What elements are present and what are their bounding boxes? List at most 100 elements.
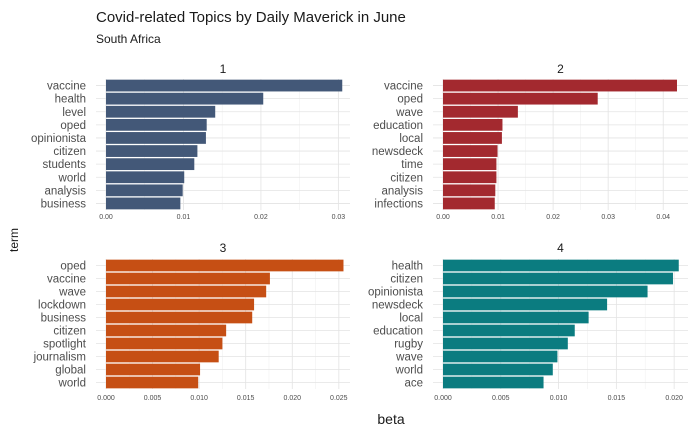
term-label: wave: [395, 352, 423, 364]
bar-vaccine: [443, 79, 677, 92]
bar-time: [443, 158, 497, 171]
bar-local: [443, 311, 589, 324]
term-label: students: [43, 159, 87, 171]
x-tick-label: 0.015: [608, 395, 626, 402]
bar-wave: [443, 105, 518, 118]
x-tick-label: 0.025: [330, 395, 348, 402]
bar-ace: [443, 376, 544, 389]
bar-vaccine: [106, 79, 343, 92]
term-label: vaccine: [47, 81, 86, 93]
term-label: oped: [397, 94, 423, 106]
term-label: opinionista: [368, 287, 424, 299]
chart-title: Covid-related Topics by Daily Maverick i…: [96, 9, 406, 26]
term-label: rugby: [394, 339, 423, 351]
term-label: lockdown: [38, 300, 86, 312]
x-tick-label: 0.02: [254, 214, 268, 221]
bar-wave: [443, 350, 558, 363]
bar-oped: [106, 118, 207, 131]
term-label: analysis: [381, 185, 423, 197]
x-tick-label: 0.00: [436, 214, 450, 221]
term-label: business: [41, 198, 87, 210]
bar-level: [106, 105, 216, 118]
bar-oped: [106, 259, 344, 272]
bar-global: [106, 363, 201, 376]
x-tick-label: 0.010: [550, 395, 568, 402]
facet-panels: 0.00 0.01 0.02 0.031vaccinehealthlevelopedo…: [31, 62, 688, 402]
bar-education: [443, 118, 503, 131]
term-label: journalism: [33, 352, 86, 364]
x-tick-label: 0.010: [190, 395, 208, 402]
facet-panel-4: 0.000 0.005 0.010 0.015 0.020 4 healthcitizeno…: [368, 241, 688, 402]
facet-panel-3: 0.000 0.005 0.010 0.015 0.020 0.025 3 opedvacci…: [33, 241, 350, 402]
term-label: oped: [60, 120, 86, 132]
term-label: citizen: [53, 146, 86, 158]
x-tick-label: 0.005: [492, 395, 510, 402]
x-tick-label: 0.04: [656, 214, 670, 221]
term-label: newsdeck: [372, 300, 423, 312]
term-label: level: [62, 107, 86, 119]
term-label: world: [395, 365, 423, 377]
bar-opinionista: [106, 132, 206, 144]
bar-citizen: [106, 145, 198, 157]
x-tick-label: 0.020: [665, 395, 683, 402]
bar-citizen: [443, 272, 673, 285]
x-axis-label: beta: [377, 411, 404, 427]
term-label: wave: [395, 107, 423, 119]
bar-newsdeck: [443, 145, 498, 157]
bar-students: [106, 158, 195, 171]
bar-analysis: [443, 184, 496, 197]
term-label: vaccine: [384, 81, 423, 93]
x-tick-label: 0.020: [283, 395, 301, 402]
x-tick-label: 0.000: [97, 395, 115, 402]
y-axis-label: term: [7, 228, 21, 252]
bar-business: [106, 197, 181, 210]
facet-strip-label: 2: [557, 62, 564, 76]
term-label: world: [58, 172, 86, 184]
term-label: citizen: [390, 274, 423, 286]
term-label: oped: [60, 261, 86, 273]
term-label: opinionista: [31, 133, 87, 145]
x-tick-label: 0.01: [177, 214, 191, 221]
term-label: education: [373, 326, 423, 338]
x-tick-label: 0.015: [237, 395, 255, 402]
facet-strip-label: 3: [220, 241, 227, 255]
bar-health: [443, 259, 679, 272]
term-label: spotlight: [43, 339, 87, 351]
term-label: analysis: [44, 185, 86, 197]
bar-health: [106, 92, 264, 105]
term-label: health: [392, 261, 423, 273]
bar-journalism: [106, 350, 219, 363]
bar-local: [443, 132, 502, 144]
facet-strip-label: 4: [557, 241, 564, 255]
bar-spotlight: [106, 337, 223, 350]
bar-citizen: [443, 171, 497, 184]
term-label: wave: [58, 287, 86, 299]
facet-panel-2: 0.00 0.01 0.02 0.03 0.04 2 vaccineopedwaveeduc…: [372, 62, 688, 221]
term-label: local: [399, 313, 423, 325]
facet-strip-label: 1: [220, 62, 227, 76]
bar-world: [106, 171, 185, 184]
bar-education: [443, 324, 575, 337]
x-tick-label: 0.03: [332, 214, 346, 221]
term-label: world: [58, 378, 86, 390]
chart-subtitle: South Africa: [96, 32, 161, 46]
term-label: vaccine: [47, 274, 86, 286]
bar-citizen: [106, 324, 227, 337]
bar-rugby: [443, 337, 568, 350]
term-label: citizen: [390, 172, 423, 184]
term-label: citizen: [53, 326, 86, 338]
term-label: health: [55, 94, 86, 106]
term-label: business: [41, 313, 87, 325]
term-label: education: [373, 120, 423, 132]
bar-world: [443, 363, 553, 376]
bar-vaccine: [106, 272, 270, 285]
x-tick-label: 0.03: [601, 214, 615, 221]
bar-wave: [106, 285, 267, 298]
term-label: local: [399, 133, 423, 145]
bar-world: [106, 376, 199, 389]
term-label: infections: [374, 198, 423, 210]
term-label: global: [55, 365, 86, 377]
bar-lockdown: [106, 298, 255, 311]
x-tick-label: 0.000: [434, 395, 452, 402]
